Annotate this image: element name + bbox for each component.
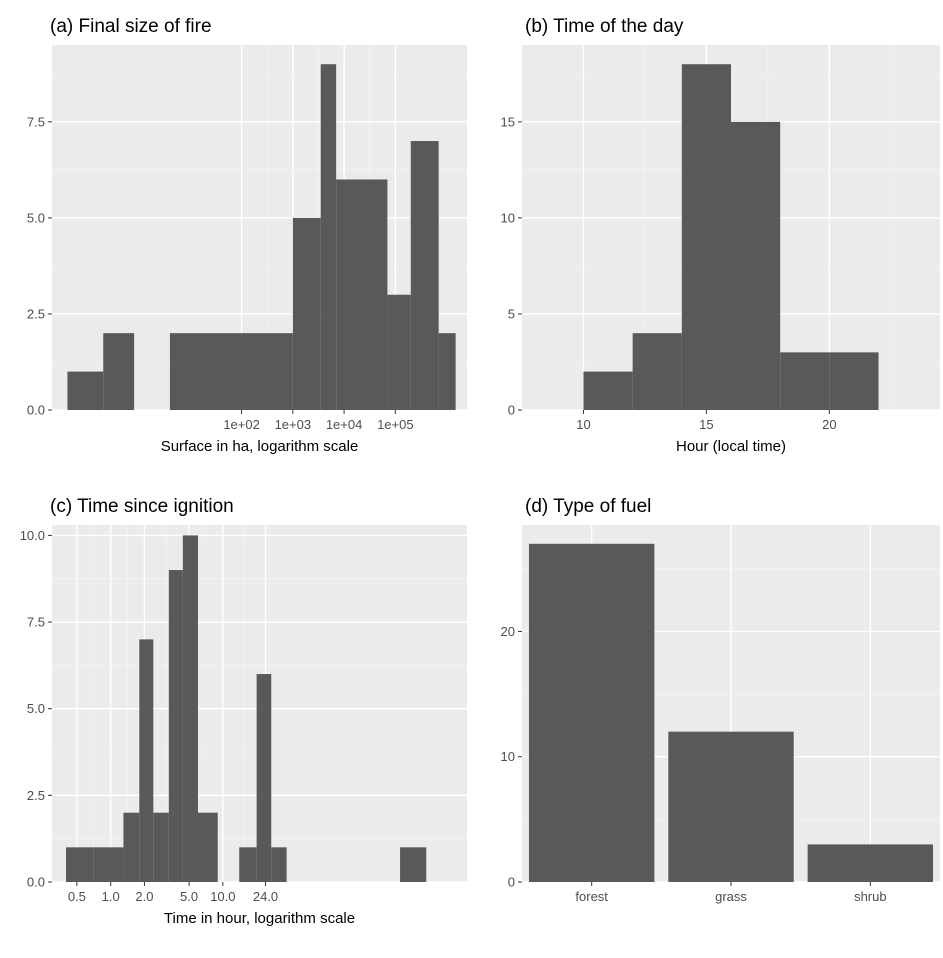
x-tick-label: 1e+04 (326, 417, 363, 432)
y-tick-label: 5.0 (27, 701, 45, 716)
y-tick-label: 7.5 (27, 615, 45, 630)
histogram-time-of-day: 0 5 10 15 10 15 20 Hour (local time) (501, 45, 940, 455)
histogram-bar-c-7 (197, 812, 218, 882)
y-tick-label: 7.5 (27, 114, 45, 129)
histogram-bar-c-0 (66, 847, 94, 882)
y-tick-label: 0 (508, 403, 515, 418)
bar-grass (668, 731, 794, 882)
histogram-bar-c-1 (93, 847, 124, 882)
histogram-bar-b-5 (829, 352, 879, 410)
histogram-bar-a-6 (336, 179, 388, 410)
bar-chart-fuel-type: 0 10 20 forest grass shrub (501, 525, 940, 904)
x-tick-label: 20 (822, 417, 836, 432)
x-tick-label: 1e+03 (275, 417, 312, 432)
y-tick-label: 2.5 (27, 306, 45, 321)
histogram-bar-a-7 (387, 294, 411, 410)
x-tick-label: 0.5 (68, 889, 86, 904)
y-tick-label: 0.0 (27, 875, 45, 890)
histogram-bar-c-6 (182, 535, 198, 882)
bar-shrub (807, 844, 934, 882)
y-tick-label: 10.0 (20, 528, 45, 543)
y-tick-label: 5.0 (27, 210, 45, 225)
panel-c-title: (c) Time since ignition (50, 496, 234, 517)
x-tick-label: 24.0 (253, 889, 278, 904)
panel-d-title: (d) Type of fuel (525, 496, 652, 517)
histogram-bar-c-10 (271, 847, 287, 882)
histogram-bar-a-4 (292, 217, 321, 410)
histogram-bar-c-11 (400, 847, 427, 882)
x-tick-label: 10.0 (210, 889, 235, 904)
x-tick-label: 1e+05 (377, 417, 414, 432)
histogram-bar-a-8 (410, 141, 439, 410)
histogram-bar-c-8 (239, 847, 257, 882)
histogram-bar-a-1 (103, 333, 135, 410)
y-tick-label: 0 (508, 875, 515, 890)
histogram-bar-a-3 (257, 333, 293, 410)
bar-forest (528, 543, 655, 882)
histogram-bar-b-1 (632, 333, 682, 410)
histogram-bar-c-2 (123, 812, 140, 882)
histogram-time-since-ignition: 0.0 2.5 5.0 7.5 10.0 0.5 1.0 2.0 5.0 10.0 24.0 Time… (20, 525, 467, 927)
histogram-bar-b-4 (780, 352, 830, 410)
x-tick-label: 15 (699, 417, 713, 432)
x-tick-label: 2.0 (135, 889, 153, 904)
y-tick-label: 2.5 (27, 788, 45, 803)
x-tick-label: 10 (576, 417, 590, 432)
histogram-bar-c-9 (256, 674, 272, 882)
x-axis-title: Hour (local time) (676, 438, 786, 455)
histogram-bar-b-0 (583, 371, 633, 410)
histogram-bar-a-9 (438, 333, 456, 410)
y-tick-label: 20 (501, 624, 515, 639)
x-tick-label: 1.0 (102, 889, 120, 904)
histogram-fire-size: 0.0 2.5 5.0 7.5 1e+02 1e+03 1e+04 1e+05 Surface … (27, 45, 467, 455)
histogram-bar-c-5 (168, 570, 183, 882)
y-tick-label: 5 (508, 306, 515, 321)
y-tick-label: 10 (501, 749, 515, 764)
histogram-bar-b-3 (731, 121, 781, 410)
y-tick-label: 0.0 (27, 403, 45, 418)
histogram-bar-c-3 (139, 639, 154, 882)
x-axis-title: Time in hour, logarithm scale (164, 910, 355, 927)
x-tick-label: 5.0 (180, 889, 198, 904)
histogram-bar-c-4 (153, 812, 169, 882)
histogram-bar-a-2 (169, 333, 258, 410)
x-tick-label: forest (575, 889, 608, 904)
x-axis-title: Surface in ha, logarithm scale (161, 438, 359, 455)
y-tick-label: 15 (501, 114, 515, 129)
panel-b-title: (b) Time of the day (525, 16, 684, 37)
histogram-bar-b-2 (681, 64, 731, 411)
histogram-bar-a-0 (67, 371, 104, 410)
y-tick-label: 10 (501, 210, 515, 225)
x-tick-label: 1e+02 (223, 417, 260, 432)
x-tick-label: grass (715, 889, 747, 904)
panel-a-title: (a) Final size of fire (50, 16, 212, 37)
histogram-bar-a-5 (320, 64, 337, 411)
x-tick-label: shrub (854, 889, 887, 904)
